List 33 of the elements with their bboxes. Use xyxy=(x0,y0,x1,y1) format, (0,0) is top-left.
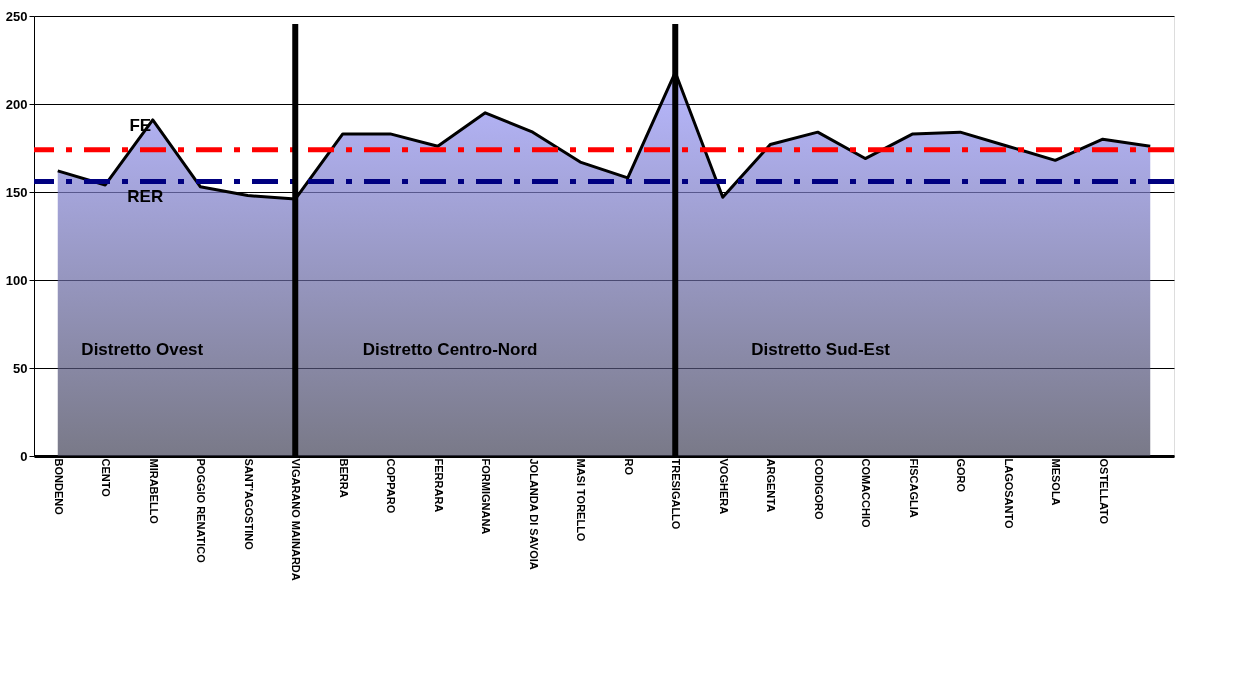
x-tick-label: BERRA xyxy=(337,458,350,498)
x-tick-label: COPPARO xyxy=(385,458,398,514)
y-tick-label: 150 xyxy=(5,184,28,200)
annotation: Distretto Centro-Nord xyxy=(362,340,538,360)
x-tick-label: POGGIO RENATICO xyxy=(195,458,208,564)
ref-line-label: RER xyxy=(127,187,164,207)
x-tick-label: LAGOSANTO xyxy=(1002,458,1015,530)
x-tick-label: FERRARA xyxy=(432,458,445,513)
x-tick-label: COMACCHIO xyxy=(860,458,873,528)
x-tick-label: TRESIGALLO xyxy=(670,458,683,530)
annotation: Distretto Ovest xyxy=(81,340,204,360)
x-tick-label: CODIGORO xyxy=(812,458,825,521)
y-tick-label: 0 xyxy=(20,448,28,464)
x-tick-label: VOGHERA xyxy=(717,458,730,515)
y-tick-label: 50 xyxy=(13,360,28,376)
x-tick-label: VIGARANO MAINARDA xyxy=(290,458,303,581)
x-tick-label: MASI TORELLO xyxy=(575,458,588,542)
x-tick-label: FORMIGNANA xyxy=(480,458,493,535)
x-tick-label: CENTO xyxy=(100,458,113,498)
y-tick-label: 100 xyxy=(5,272,28,288)
x-tick-label: FISCAGLIA xyxy=(907,458,920,518)
x-tick-label: BONDENO xyxy=(52,458,65,516)
annotation: Distretto Sud-Est xyxy=(751,340,891,360)
x-tick-label: JOLANDA DI SAVOIA xyxy=(527,458,540,570)
x-tick-label: OSTELLATO xyxy=(1097,458,1110,525)
y-tick-label: 250 xyxy=(5,8,28,24)
x-tick-label: GORO xyxy=(955,458,968,493)
x-tick-label: MIRABELLO xyxy=(147,458,160,525)
x-tick-label: MESOLA xyxy=(1050,458,1063,506)
y-tick-label: 200 xyxy=(5,96,28,112)
x-tick-label: ARGENTA xyxy=(765,458,778,513)
x-tick-label: RO xyxy=(622,458,635,476)
x-tick-label: SANT'AGOSTINO xyxy=(242,458,255,551)
